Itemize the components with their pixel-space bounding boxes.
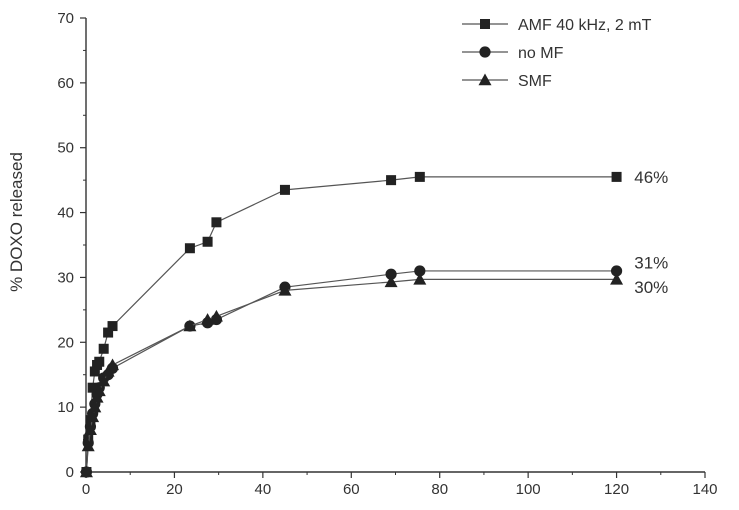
legend-entry: AMF 40 kHz, 2 mT (462, 17, 652, 34)
y-tick-label: 70 (57, 10, 74, 27)
data-point (89, 366, 100, 377)
percent-annotation: 31% (634, 254, 668, 273)
data-point (81, 439, 95, 452)
data-point (79, 465, 93, 478)
y-tick-label: 50 (57, 140, 74, 157)
y-tick-label: 20 (57, 334, 74, 351)
percent-annotation: 46% (634, 168, 668, 187)
data-point (611, 171, 622, 182)
legend: AMF 40 kHz, 2 mT no MF SMF (462, 17, 652, 90)
data-point (183, 319, 197, 332)
x-tick-label: 40 (255, 481, 272, 498)
x-tick-label: 140 (692, 481, 717, 498)
data-point (106, 358, 120, 371)
legend-label: SMF (518, 73, 552, 90)
data-point (184, 243, 195, 254)
series-line (85, 278, 617, 473)
series-line (85, 270, 617, 473)
y-tick-label: 10 (57, 399, 74, 416)
y-tick-label: 60 (57, 75, 74, 92)
series-circle (80, 265, 623, 478)
legend-marker (478, 73, 492, 86)
series-layer (79, 171, 624, 478)
y-tick-label: 30 (57, 269, 74, 286)
data-point (279, 184, 290, 195)
legend-marker (480, 19, 490, 29)
data-point (209, 309, 223, 322)
data-point (101, 364, 115, 377)
series-line (85, 176, 617, 473)
data-point (92, 384, 106, 397)
data-point (87, 382, 98, 393)
data-point (83, 423, 97, 436)
data-point (414, 171, 425, 182)
legend-entry: no MF (462, 45, 564, 62)
x-tick-label: 0 (82, 481, 90, 498)
data-point (384, 275, 398, 288)
y-axis-label: % DOXO released (7, 152, 26, 292)
data-point (386, 175, 397, 186)
data-point (103, 327, 114, 338)
axes: 0 20 40 60 80 100 120 140 0 10 20 30 40 50 60 70 (57, 10, 717, 498)
data-point (97, 374, 111, 387)
data-point (278, 283, 292, 296)
legend-marker (479, 46, 491, 58)
data-point (385, 268, 397, 280)
percent-annotation: 30% (634, 278, 668, 297)
y-tick-label: 40 (57, 205, 74, 222)
x-tick-label: 20 (166, 481, 183, 498)
annotations: 46% 31% 30% (634, 168, 668, 297)
data-point (98, 343, 109, 354)
x-tick-label: 100 (516, 481, 541, 498)
data-point (94, 356, 105, 367)
data-point (107, 321, 118, 332)
legend-label: AMF 40 kHz, 2 mT (518, 17, 652, 34)
data-point (202, 236, 213, 247)
legend-entry: SMF (462, 73, 552, 90)
x-tick-label: 60 (343, 481, 360, 498)
legend-label: no MF (518, 45, 564, 62)
y-tick-label: 0 (66, 464, 74, 481)
x-tick-label: 80 (431, 481, 448, 498)
data-point (610, 265, 623, 277)
data-point (86, 410, 100, 423)
data-point (201, 313, 215, 325)
x-tick-label: 120 (604, 481, 629, 498)
data-point (88, 400, 102, 413)
data-point (610, 272, 624, 285)
series-triangle (79, 272, 624, 478)
series-square (81, 171, 622, 477)
data-point (211, 217, 222, 228)
data-point (414, 265, 426, 277)
data-point (413, 272, 427, 285)
data-point (90, 390, 104, 403)
